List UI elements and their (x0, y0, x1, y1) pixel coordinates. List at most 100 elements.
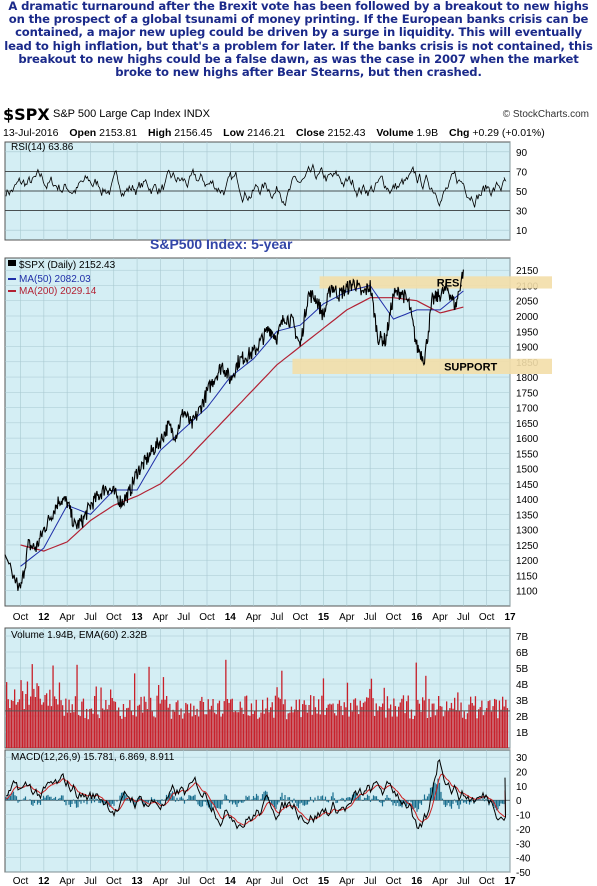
volume-bar (492, 706, 494, 748)
volume-bar (393, 698, 395, 748)
resistance-label: RES. (437, 277, 463, 289)
volume-bar (95, 686, 97, 748)
volume-bar (302, 704, 304, 748)
volume-bar (327, 704, 329, 748)
price-ytick-label: 1550 (516, 449, 539, 460)
macd-xtick-label: 17 (504, 876, 516, 886)
volume-bar (374, 716, 376, 748)
quote-date: 13-Jul-2016 (3, 127, 59, 139)
legend-ma200: MA(200) 2029.14 (19, 286, 97, 297)
volume-bar (390, 704, 392, 748)
volume-bar (418, 703, 421, 748)
price-xtick-label: Apr (432, 612, 448, 623)
rsi-ytick-label: 50 (516, 187, 528, 198)
volume-bar (217, 703, 219, 748)
volume-bar (506, 708, 509, 748)
volume-bar (90, 708, 93, 748)
price-ytick-label: 1800 (516, 373, 539, 384)
legend-swatch-spx (8, 260, 16, 266)
volume-bar (38, 686, 40, 748)
volume-bar (81, 701, 83, 748)
macd-xtick-label: Oct (199, 876, 215, 886)
volume-bar (399, 702, 401, 748)
price-xtick-label: 16 (411, 612, 423, 623)
volume-bar (346, 682, 349, 748)
volume-bar (287, 713, 289, 748)
volume-bar (361, 706, 363, 748)
brand-watermark: © StockCharts.com (502, 109, 589, 120)
volume-bar (66, 712, 69, 748)
volume-bar (116, 711, 118, 748)
volume-bar (481, 700, 483, 748)
volume-bar (9, 708, 11, 748)
rsi-ytick-label: 30 (516, 207, 528, 218)
volume-label: Volume 1.94B, EMA(60) 2.32B (11, 630, 148, 641)
price-xtick-label: Oct (292, 612, 308, 623)
volume-bar (260, 712, 262, 748)
high-value: 2156.45 (174, 127, 213, 139)
volume-bar (28, 704, 30, 748)
price-xtick-label: 13 (132, 612, 144, 623)
volume-bar (441, 706, 443, 748)
volume-bar (199, 700, 201, 748)
volume-bar (31, 664, 33, 748)
volume-bar (154, 717, 157, 748)
volume-bar (113, 701, 115, 748)
price-xtick-label: 15 (318, 612, 330, 623)
volume-bar (298, 699, 301, 748)
volume-bar (466, 713, 469, 748)
volume-bar (258, 717, 261, 748)
volume-bar (430, 717, 432, 748)
volume-bar (465, 719, 467, 748)
volume-bar (394, 706, 397, 748)
price-ytick-label: 1400 (516, 495, 539, 506)
price-xtick-label: Jul (364, 612, 377, 623)
volume-bar (102, 708, 104, 748)
volume-bar (338, 700, 341, 748)
volume-bar (270, 707, 272, 748)
volume-bar (295, 699, 297, 748)
volume-bar (143, 696, 145, 748)
volume-bar (250, 703, 253, 748)
rsi-label: RSI(14) 63.86 (11, 142, 74, 153)
volume-bar (218, 700, 221, 748)
volume-bar (404, 713, 406, 748)
ma200-line (20, 297, 464, 552)
macd-ytick-label: -30 (516, 839, 531, 850)
high-label: High (148, 127, 172, 139)
volume-bar (206, 714, 208, 748)
close-label: Close (295, 127, 325, 139)
volume-bar (377, 711, 379, 748)
volume-bar (246, 695, 248, 748)
volume-bar (236, 712, 238, 748)
volume-bar (463, 711, 465, 748)
volume-bar (292, 712, 294, 748)
volume-bar (98, 718, 101, 748)
volume-bar (273, 717, 275, 748)
commentary-text: A dramatic turnaround after the Brexit v… (4, 0, 593, 80)
volume-bar (442, 716, 445, 748)
volume-bar (255, 699, 257, 748)
volume-bar (68, 699, 70, 748)
price-ytick-label: 1750 (516, 388, 539, 399)
volume-bar (455, 710, 457, 748)
volume-bar (151, 711, 153, 748)
volume-ytick-label: 2B (516, 712, 529, 723)
volume-bar (150, 697, 152, 748)
volume-bar (156, 695, 158, 748)
volume-bar (478, 709, 480, 748)
volume-bar (388, 708, 390, 748)
macd-ytick-label: 10 (516, 782, 528, 793)
volume-bar (158, 685, 160, 748)
volume-bar (425, 675, 427, 748)
volume-bar (322, 678, 325, 748)
volume-bar (402, 695, 405, 748)
volume-bar (180, 708, 182, 748)
volume-bar (343, 702, 345, 748)
volume-bar (22, 691, 24, 748)
volume-bar (94, 696, 96, 748)
volume-bar (71, 704, 73, 748)
spx-price-line (4, 269, 464, 591)
quote-line: 13-Jul-2016 Open 2153.81 High 2156.45 Lo… (3, 127, 593, 139)
volume-bar (337, 703, 339, 748)
